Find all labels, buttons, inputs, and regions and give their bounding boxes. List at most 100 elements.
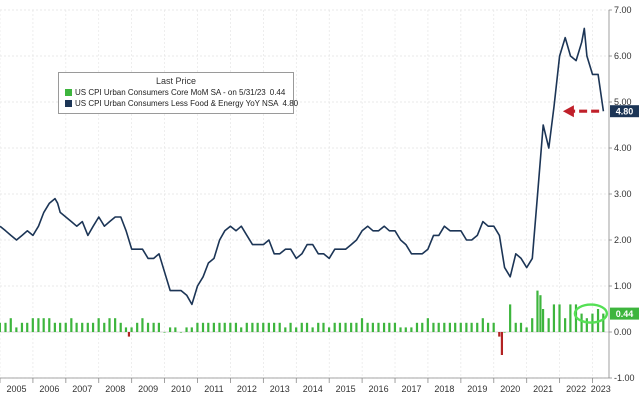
core-mom-bar xyxy=(163,332,166,333)
core-mom-bar xyxy=(0,322,1,332)
core-mom-bar xyxy=(564,318,567,332)
red-arrow-head xyxy=(562,105,574,118)
core-mom-bar xyxy=(371,322,374,332)
core-mom-bar xyxy=(141,318,144,332)
core-mom-bar xyxy=(426,318,429,332)
core-mom-bar xyxy=(91,322,95,332)
core-mom-bar xyxy=(185,327,188,332)
core-mom-bar xyxy=(404,327,407,332)
core-mom-bar xyxy=(201,322,205,332)
core-mom-bar xyxy=(130,327,133,332)
core-mom-bar xyxy=(338,322,342,332)
core-mom-bar xyxy=(476,322,479,332)
legend-title: Last Price xyxy=(155,76,197,86)
core-mom-bar xyxy=(305,322,309,332)
core-mom-bar xyxy=(295,327,298,332)
core-mom-bar xyxy=(492,322,495,332)
core-mom-bar xyxy=(514,322,517,332)
core-mom-bar xyxy=(251,322,254,332)
x-tick-label: 2005 xyxy=(6,384,26,394)
last-value-label: 4.80 xyxy=(616,106,634,116)
core-mom-bar xyxy=(207,322,210,332)
core-mom-bar xyxy=(262,322,265,332)
core-mom-bar xyxy=(366,322,369,332)
core-mom-bar xyxy=(531,318,534,332)
core-mom-bar xyxy=(350,322,353,332)
core-mom-bar xyxy=(465,322,468,332)
core-mom-bar xyxy=(344,322,347,332)
x-tick-label: 2006 xyxy=(39,384,59,394)
core-mom-bar xyxy=(454,322,457,332)
core-mom-bar xyxy=(234,322,238,332)
core-mom-bar xyxy=(273,322,276,332)
core-mom-bar xyxy=(393,322,397,332)
core-mom-bar xyxy=(536,290,539,332)
core-mom-bar xyxy=(190,327,193,332)
core-mom-bar xyxy=(360,318,364,332)
core-mom-bar xyxy=(327,327,331,332)
core-mom-bar xyxy=(322,322,325,332)
core-mom-bar xyxy=(284,327,287,332)
core-mom-bar xyxy=(127,332,131,337)
core-mom-bar xyxy=(81,322,84,332)
core-mom-bar xyxy=(108,318,111,332)
legend-label-core-yoy: US CPI Urban Consumers Less Food & Energ… xyxy=(75,99,279,108)
core-mom-bar xyxy=(196,322,199,332)
core-mom-bar xyxy=(223,322,226,332)
core-mom-bar xyxy=(48,318,51,332)
core-mom-bar xyxy=(245,322,248,332)
core-mom-bar xyxy=(470,322,473,332)
y-tick-label: 4.00 xyxy=(614,143,632,153)
core-mom-bar xyxy=(333,322,336,332)
y-tick-label: 5.00 xyxy=(614,97,632,107)
core-mom-bar xyxy=(146,322,150,332)
last-value-label: 0.44 xyxy=(616,309,634,319)
core-mom-bar xyxy=(15,327,18,332)
core-mom-bar xyxy=(585,318,588,332)
core-mom-bar xyxy=(59,322,62,332)
core-mom-bar xyxy=(317,322,320,332)
core-mom-bar xyxy=(388,322,391,332)
core-mom-bar xyxy=(9,318,12,332)
x-tick-label: 2011 xyxy=(204,384,223,394)
legend-value-core-yoy: 4.80 xyxy=(282,99,299,108)
y-axis: -1.00 0.00 1.00 2.00 3.00 4.00 5.00 6.00 7.00 xyxy=(608,5,635,383)
legend-item-core-yoy: US CPI Urban Consumers Less Food & Energ… xyxy=(65,99,298,108)
core-mom-bar xyxy=(119,322,122,332)
core-mom-bar xyxy=(157,322,160,332)
x-tick-label: 2020 xyxy=(500,384,520,394)
y-tick-label: -1.00 xyxy=(614,373,635,383)
core-mom-bar xyxy=(399,327,402,332)
legend-swatch-core-mom xyxy=(65,89,72,96)
core-mom-bar xyxy=(552,304,556,332)
core-mom-bar xyxy=(519,322,523,332)
gridlines xyxy=(0,9,609,379)
core-mom-bar xyxy=(240,327,243,332)
y-tick-label: 3.00 xyxy=(614,189,632,199)
core-mom-bar xyxy=(31,318,34,332)
x-tick-label: 2007 xyxy=(72,384,92,394)
core-mom-bar xyxy=(300,322,303,332)
core-mom-bar xyxy=(168,327,172,332)
core-mom-bar xyxy=(75,322,78,332)
x-tick-label: 2009 xyxy=(138,384,158,394)
core-mom-bar xyxy=(355,322,358,332)
core-mom-bar xyxy=(20,322,24,332)
y-tick-label: 7.00 xyxy=(614,5,632,15)
core-mom-bar xyxy=(267,322,270,332)
core-mom-bar xyxy=(410,327,413,332)
green-highlight-circle xyxy=(573,303,609,324)
core-mom-bar xyxy=(539,295,542,332)
core-mom-bar xyxy=(136,322,139,332)
last-value-badge xyxy=(610,105,639,118)
core-mom-bar xyxy=(289,322,292,332)
core-mom-bar xyxy=(448,322,452,332)
core-mom-bar xyxy=(26,322,29,332)
last-value-badge xyxy=(610,307,639,320)
core-mom-bar xyxy=(541,309,545,332)
core-mom-bar xyxy=(179,332,183,333)
x-tick-label: 2018 xyxy=(434,384,454,394)
core-mom-bar xyxy=(525,327,528,332)
legend: Last Price US CPI Urban Consumers Core M… xyxy=(58,72,298,114)
